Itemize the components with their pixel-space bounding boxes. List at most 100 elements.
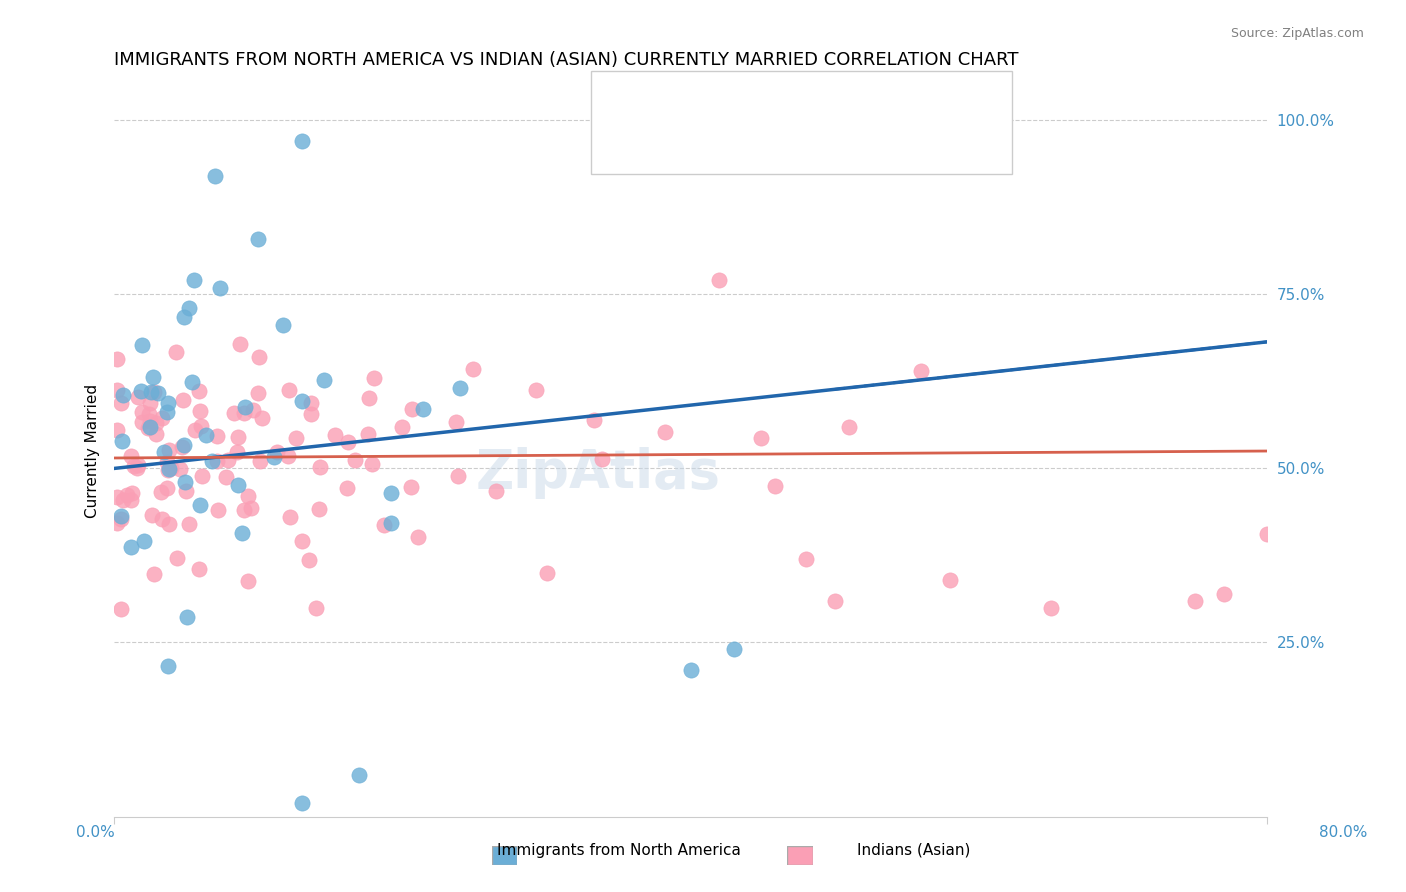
Point xyxy=(169,462,191,476)
Point xyxy=(231,525,253,540)
Point xyxy=(291,534,314,549)
Point xyxy=(278,510,301,524)
Text: R =  0.023   N = 115: R = 0.023 N = 115 xyxy=(640,114,839,132)
Point xyxy=(194,428,217,442)
Point xyxy=(838,419,860,434)
Point xyxy=(173,310,195,324)
Point xyxy=(373,518,395,533)
Point xyxy=(276,449,298,463)
Point xyxy=(247,350,270,364)
Point xyxy=(591,452,613,467)
Point xyxy=(763,478,786,492)
Point xyxy=(233,503,256,517)
Point xyxy=(524,383,547,397)
Point xyxy=(444,415,467,429)
Point xyxy=(401,401,423,416)
Point xyxy=(183,273,205,287)
Point xyxy=(187,562,209,576)
Point xyxy=(105,490,128,504)
Point xyxy=(910,364,932,378)
Point xyxy=(160,461,183,475)
Point xyxy=(361,457,384,471)
Point xyxy=(120,540,142,554)
Point xyxy=(207,454,229,468)
Point xyxy=(239,501,262,516)
Point xyxy=(207,429,229,443)
Point xyxy=(309,459,332,474)
Point xyxy=(654,425,676,440)
Point xyxy=(236,489,259,503)
Text: R =  0.231   N = 45: R = 0.231 N = 45 xyxy=(640,82,830,100)
Point xyxy=(290,796,312,810)
Point xyxy=(111,434,134,448)
Point xyxy=(110,509,132,524)
Text: 0.0%: 0.0% xyxy=(76,825,115,839)
Point xyxy=(146,385,169,400)
Point xyxy=(153,444,176,458)
Point xyxy=(121,486,143,500)
Point xyxy=(105,352,128,367)
Point xyxy=(229,337,252,351)
Point xyxy=(184,423,207,437)
Point xyxy=(723,642,745,657)
Point xyxy=(139,420,162,434)
Point xyxy=(150,484,173,499)
Point xyxy=(112,493,135,508)
Point xyxy=(177,301,200,315)
Point xyxy=(120,449,142,463)
Point xyxy=(463,361,485,376)
Point xyxy=(226,478,249,492)
Point xyxy=(357,391,380,405)
Point xyxy=(177,516,200,531)
Point xyxy=(141,508,163,522)
Point xyxy=(181,376,204,390)
Point xyxy=(305,601,328,615)
Point xyxy=(150,511,173,525)
Point xyxy=(188,403,211,417)
Point xyxy=(582,413,605,427)
Point xyxy=(145,426,167,441)
Point xyxy=(122,458,145,473)
Point xyxy=(156,659,179,673)
Point xyxy=(187,384,209,398)
Point xyxy=(145,416,167,430)
Point xyxy=(215,470,238,484)
Point xyxy=(110,601,132,615)
Point xyxy=(290,134,312,148)
Point xyxy=(291,393,314,408)
Point xyxy=(298,553,321,567)
Point xyxy=(105,423,128,437)
Point xyxy=(110,396,132,410)
Point xyxy=(190,419,212,434)
Point xyxy=(143,384,166,399)
Point xyxy=(284,431,307,445)
Point xyxy=(131,338,153,352)
Point xyxy=(939,573,962,587)
Point xyxy=(226,444,249,458)
Point xyxy=(380,485,402,500)
Point xyxy=(485,483,508,498)
Point xyxy=(110,512,132,526)
Point xyxy=(111,388,134,402)
Point xyxy=(139,396,162,410)
Point xyxy=(105,384,128,398)
Text: Source: ZipAtlas.com: Source: ZipAtlas.com xyxy=(1230,27,1364,40)
Point xyxy=(263,450,285,464)
Point xyxy=(336,481,359,495)
Point xyxy=(449,381,471,395)
Point xyxy=(120,492,142,507)
Point xyxy=(208,281,231,295)
Point xyxy=(312,373,335,387)
Point xyxy=(232,406,254,420)
Point xyxy=(1184,593,1206,607)
Point xyxy=(824,593,846,607)
Point xyxy=(156,481,179,495)
Point xyxy=(131,404,153,418)
Point xyxy=(247,232,270,246)
Point xyxy=(217,452,239,467)
Point xyxy=(1039,600,1062,615)
Point xyxy=(173,438,195,452)
Point xyxy=(1256,527,1278,541)
Point xyxy=(266,445,288,459)
Point xyxy=(412,402,434,417)
